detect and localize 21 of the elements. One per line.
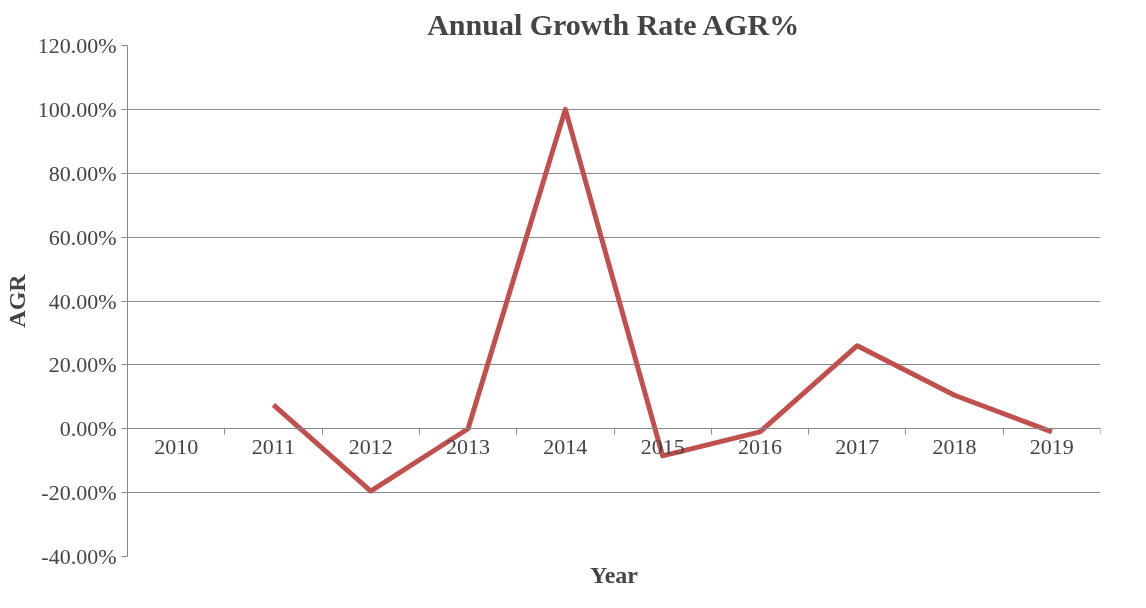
x-tick-label: 2016 — [737, 433, 782, 459]
y-tick-label: 100.00% — [37, 96, 117, 122]
y-tick-label: -20.00% — [41, 480, 117, 506]
x-tick-label: 2013 — [446, 433, 491, 459]
y-tick-label: 80.00% — [48, 160, 117, 186]
x-axis-title: Year — [590, 561, 639, 588]
x-tick-label: 2018 — [932, 433, 977, 459]
x-tick-label: 2011 — [251, 433, 296, 459]
x-tick-label: 2019 — [1029, 433, 1074, 459]
x-tick-label: 2014 — [543, 433, 588, 459]
x-tick-label: 2010 — [154, 433, 199, 459]
y-tick-label: 20.00% — [48, 352, 117, 378]
x-tick-label: 2012 — [348, 433, 393, 459]
y-tick-label: 0.00% — [59, 416, 117, 442]
y-tick-label: -40.00% — [41, 544, 117, 569]
y-tick-label: 40.00% — [48, 288, 117, 314]
y-tick-label: 60.00% — [48, 224, 117, 250]
y-tick-label: 120.00% — [37, 33, 117, 58]
chart-title: Annual Growth Rate AGR% — [427, 7, 800, 41]
x-tick-label: 2017 — [835, 433, 880, 459]
y-axis-title: AGR — [3, 273, 30, 328]
